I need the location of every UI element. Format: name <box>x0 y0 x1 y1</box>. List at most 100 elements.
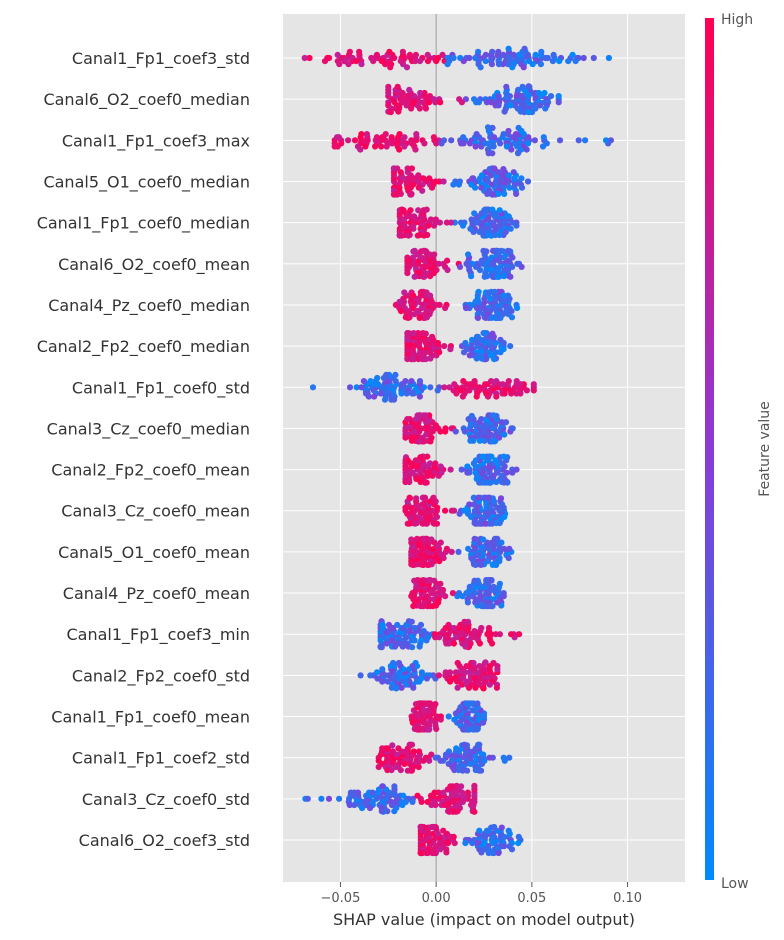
shap-point <box>389 742 396 749</box>
feature-label: Canal4_Pz_coef0_mean <box>63 584 250 604</box>
shap-point <box>476 663 483 670</box>
shap-point <box>461 618 468 625</box>
shap-point <box>520 131 527 138</box>
shap-point <box>482 58 489 65</box>
beeswarm-points <box>301 45 615 857</box>
shap-point <box>477 64 484 71</box>
shap-point <box>500 131 507 138</box>
shap-point <box>485 624 493 632</box>
shap-point <box>489 191 496 198</box>
shap-point <box>404 767 411 774</box>
shap-point <box>440 789 447 796</box>
shap-point <box>410 99 417 106</box>
shap-point <box>377 644 384 651</box>
shap-point <box>454 678 461 685</box>
shap-point <box>398 390 405 397</box>
shap-point <box>427 438 434 445</box>
shap-point <box>498 247 505 254</box>
shap-point <box>495 102 502 109</box>
shap-point <box>500 273 508 280</box>
feature-label: Canal1_Fp1_coef3_min <box>67 625 251 645</box>
shap-point <box>497 495 505 502</box>
shap-point <box>321 58 329 65</box>
shap-point <box>432 701 439 708</box>
shap-point <box>379 745 386 752</box>
shap-point <box>483 577 490 584</box>
shap-point <box>501 545 508 552</box>
shap-point <box>491 134 498 141</box>
shap-point <box>426 99 433 106</box>
shap-point <box>525 109 532 116</box>
shap-point <box>463 663 470 670</box>
shap-point <box>435 472 442 479</box>
shap-point <box>425 472 432 479</box>
shap-point <box>518 184 526 191</box>
shap-point <box>426 460 434 467</box>
shap-point <box>513 93 520 100</box>
plot-background <box>283 14 685 882</box>
shap-point <box>437 428 444 435</box>
shap-point <box>415 172 422 179</box>
shap-point <box>383 640 390 647</box>
shap-point <box>391 783 398 790</box>
shap-point <box>472 54 479 62</box>
shap-point <box>401 143 408 150</box>
shap-point <box>411 637 418 644</box>
colorbar-gradient <box>705 18 714 880</box>
shap-point <box>309 384 317 391</box>
feature-label: Canal2_Fp2_coef0_mean <box>51 461 250 481</box>
shap-point <box>382 131 389 138</box>
shap-point <box>472 184 479 191</box>
shap-point <box>390 396 398 403</box>
shap-point <box>481 273 488 280</box>
shap-point <box>402 378 409 385</box>
shap-point <box>426 93 433 100</box>
shap-point <box>475 387 483 394</box>
shap-point <box>431 558 438 565</box>
shap-point <box>362 143 369 150</box>
shap-point <box>498 539 505 546</box>
shap-point <box>420 273 427 280</box>
shap-point <box>478 172 485 179</box>
shap-point <box>483 827 491 834</box>
shap-point <box>417 849 424 857</box>
shap-point <box>418 669 425 676</box>
shap-point <box>318 795 325 802</box>
shap-point <box>446 669 454 676</box>
shap-point <box>497 140 504 147</box>
shap-point <box>428 801 435 809</box>
shap-point <box>416 378 424 385</box>
shap-point <box>409 561 416 569</box>
shap-point <box>569 51 576 59</box>
shap-point <box>420 726 427 733</box>
shap-point <box>524 178 532 185</box>
shap-point <box>471 535 478 543</box>
shap-point <box>488 181 495 188</box>
shap-point <box>556 58 563 65</box>
shap-point <box>466 501 473 508</box>
shap-point <box>454 808 461 815</box>
shap-point <box>428 751 435 758</box>
shap-point <box>461 741 468 748</box>
shap-point <box>439 586 447 594</box>
shap-point <box>415 330 422 337</box>
shap-point <box>501 513 508 521</box>
shap-point <box>506 545 513 552</box>
feature-label: Canal2_Fp2_coef0_median <box>37 337 250 357</box>
shap-point <box>381 396 389 403</box>
shap-point <box>346 384 354 391</box>
shap-point <box>473 355 480 362</box>
shap-point <box>367 672 374 679</box>
shap-point <box>397 58 404 65</box>
shap-point <box>513 378 520 385</box>
shap-point <box>495 48 502 55</box>
shap-point <box>495 61 503 68</box>
shap-point <box>555 93 562 100</box>
shap-point <box>492 210 499 217</box>
shap-point <box>463 260 470 267</box>
shap-point <box>520 64 527 71</box>
shap-point <box>524 51 532 59</box>
shap-point <box>406 257 414 264</box>
shap-point <box>433 58 440 65</box>
shap-point <box>369 789 376 796</box>
